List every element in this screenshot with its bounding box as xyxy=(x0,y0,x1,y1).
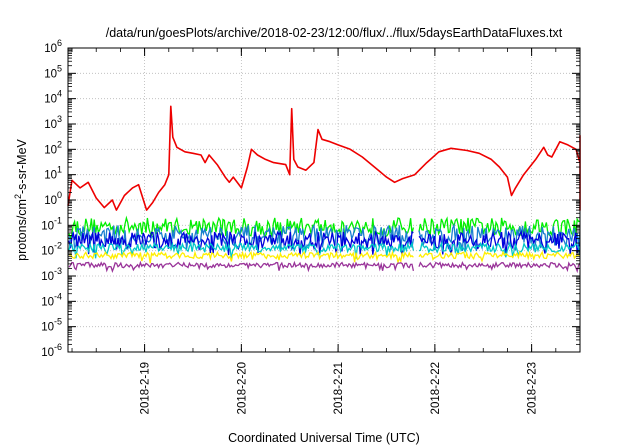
y-tick-label: 10-4 xyxy=(41,291,62,308)
y-tick-base: 10 xyxy=(44,43,57,55)
y-tick-label: 106 xyxy=(44,38,62,55)
y-tick-label: 10-6 xyxy=(41,342,62,359)
x-tick-label: 2018-2-20 xyxy=(236,362,248,414)
y-tick-base: 10 xyxy=(44,195,57,207)
y-tick-base: 10 xyxy=(41,271,54,283)
y-tick-label: 10-3 xyxy=(41,266,62,283)
y-tick-exponent: 2 xyxy=(57,139,62,149)
series-line-band xyxy=(68,250,580,265)
y-tick-label: 104 xyxy=(44,89,62,106)
series-layer xyxy=(67,105,581,274)
y-tick-exponent: -4 xyxy=(54,291,62,301)
y-tick-base: 10 xyxy=(41,296,54,308)
y-tick-label: 10-1 xyxy=(41,215,62,232)
y-tick-exponent: 0 xyxy=(57,190,62,200)
x-tick-label: 2018-2-19 xyxy=(140,362,152,414)
y-tick-label: 103 xyxy=(44,114,62,131)
y-tick-base: 10 xyxy=(44,144,57,156)
y-tick-label: 10-5 xyxy=(41,317,62,334)
y-tick-exponent: 4 xyxy=(57,89,62,99)
y-tick-label: 102 xyxy=(44,139,62,156)
y-tick-exponent: 3 xyxy=(57,114,62,124)
series-line-band xyxy=(68,260,580,274)
y-tick-exponent: 1 xyxy=(57,165,62,175)
grid-lines xyxy=(68,48,580,352)
x-tick-label: 2018-2-23 xyxy=(527,362,539,414)
y-tick-label: 101 xyxy=(44,165,62,182)
y-tick-exponent: -3 xyxy=(54,266,62,276)
y-tick-exponent: 5 xyxy=(57,63,62,73)
y-tick-label: 105 xyxy=(44,63,62,80)
axis-ticks: 10-610-510-410-310-210-11001011021031041… xyxy=(41,38,580,414)
y-axis-label-unit: protons/cm xyxy=(15,199,29,261)
y-tick-exponent: -6 xyxy=(54,342,62,352)
y-tick-label: 100 xyxy=(44,190,62,207)
y-tick-base: 10 xyxy=(41,220,54,232)
y-tick-base: 10 xyxy=(44,68,57,80)
y-tick-base: 10 xyxy=(44,170,57,182)
x-tick-label: 2018-2-22 xyxy=(430,362,442,414)
y-tick-base: 10 xyxy=(44,94,57,106)
y-axis-label-exponent: 2 xyxy=(13,194,23,199)
series-line-band xyxy=(68,241,580,259)
x-axis-label: Coordinated Universal Time (UTC) xyxy=(228,431,420,445)
y-tick-exponent: -5 xyxy=(54,317,62,327)
y-tick-exponent: -2 xyxy=(54,241,62,251)
y-tick-exponent: -1 xyxy=(54,215,62,225)
y-tick-base: 10 xyxy=(44,119,57,131)
y-tick-base: 10 xyxy=(41,347,54,359)
y-tick-label: 10-2 xyxy=(41,241,62,258)
series-line-primary xyxy=(67,105,581,211)
y-tick-base: 10 xyxy=(41,322,54,334)
y-axis-label-rest: -s-sr-MeV xyxy=(15,138,29,194)
chart-title: /data/run/goesPlots/archive/2018-02-23/1… xyxy=(106,26,563,40)
y-tick-base: 10 xyxy=(41,246,54,258)
x-tick-label: 2018-2-21 xyxy=(333,362,345,414)
y-axis-label: protons/cm2-s-sr-MeV xyxy=(13,138,29,260)
y-tick-exponent: 6 xyxy=(57,38,62,48)
